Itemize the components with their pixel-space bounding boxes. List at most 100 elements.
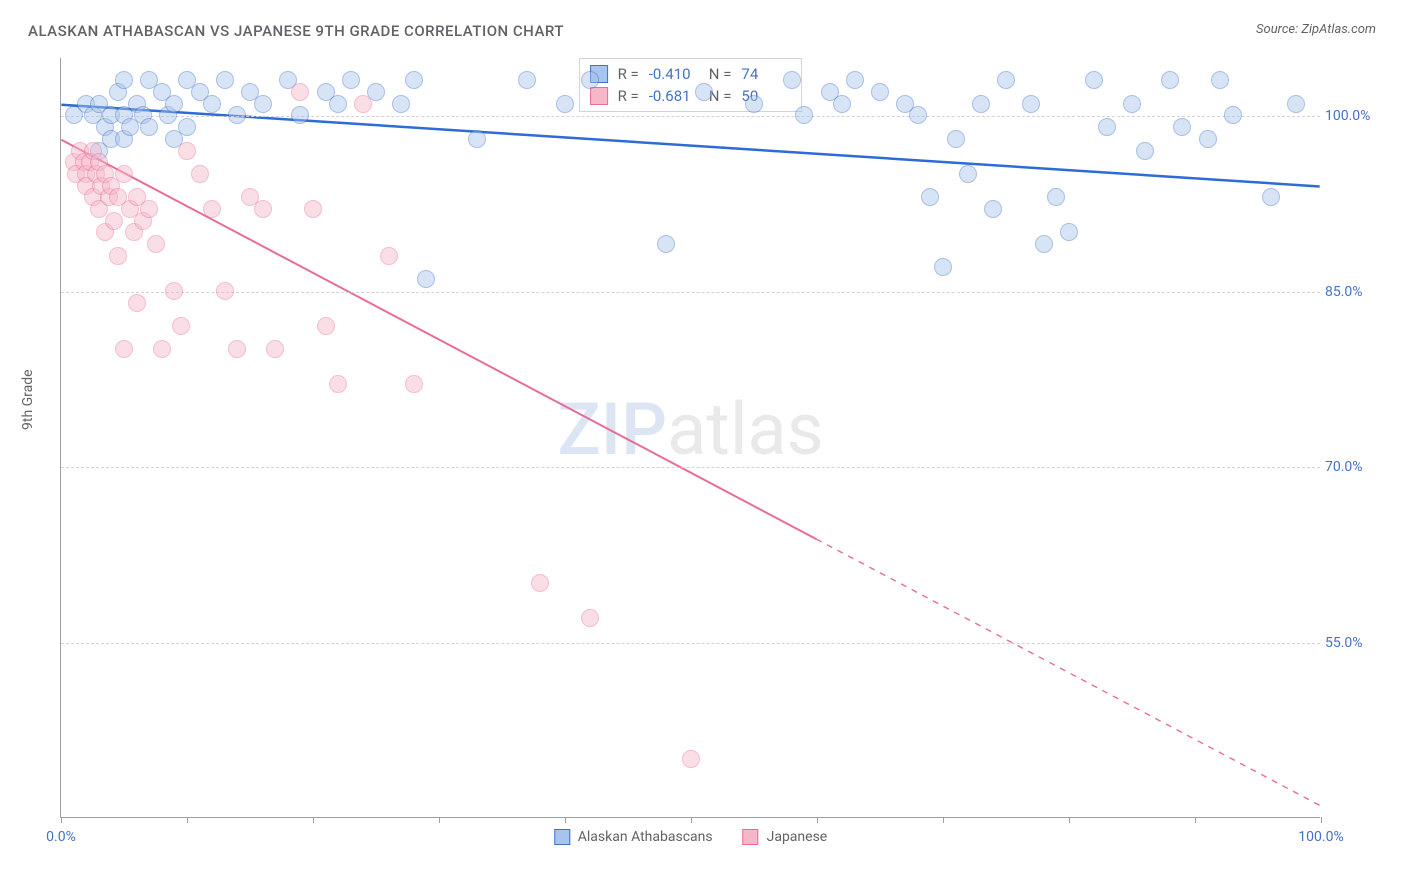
legend-label: Alaskan Athabascans	[578, 829, 713, 845]
x-tick	[1069, 817, 1070, 823]
stat-r-label: R =	[618, 65, 639, 83]
y-tick-label: 100.0%	[1325, 108, 1380, 124]
data-point	[216, 71, 234, 89]
data-point	[380, 247, 398, 265]
data-point	[871, 83, 889, 101]
data-point	[695, 83, 713, 101]
x-tick-label: 0.0%	[46, 829, 76, 845]
data-point	[1123, 95, 1141, 113]
legend-swatch-icon	[743, 829, 759, 845]
legend-item: Japanese	[743, 829, 828, 845]
data-point	[291, 106, 309, 124]
data-point	[846, 71, 864, 89]
gridline	[61, 467, 1320, 468]
data-point	[417, 270, 435, 288]
data-point	[203, 200, 221, 218]
gridline	[61, 292, 1320, 293]
legend: Alaskan Athabascans Japanese	[554, 829, 827, 845]
stat-r-value: -0.681	[649, 87, 699, 105]
data-point	[342, 71, 360, 89]
x-tick	[1195, 817, 1196, 823]
x-tick	[187, 817, 188, 823]
data-point	[178, 118, 196, 136]
data-point	[354, 95, 372, 113]
data-point	[1085, 71, 1103, 89]
trend-line-extrapolated	[816, 539, 1319, 805]
data-point	[266, 340, 284, 358]
data-point	[1161, 71, 1179, 89]
data-point	[1173, 118, 1191, 136]
data-point	[128, 294, 146, 312]
data-point	[1035, 235, 1053, 253]
data-point	[228, 340, 246, 358]
data-point	[959, 165, 977, 183]
data-point	[140, 200, 158, 218]
data-point	[147, 235, 165, 253]
data-point	[203, 95, 221, 113]
data-point	[392, 95, 410, 113]
data-point	[228, 106, 246, 124]
y-tick-label: 85.0%	[1325, 284, 1380, 300]
data-point	[317, 317, 335, 335]
data-point	[531, 574, 549, 592]
data-point	[105, 212, 123, 230]
trend-lines	[61, 58, 1320, 817]
data-point	[518, 71, 536, 89]
gridline	[61, 116, 1320, 117]
data-point	[833, 95, 851, 113]
data-point	[254, 95, 272, 113]
x-tick	[817, 817, 818, 823]
legend-swatch-icon	[554, 829, 570, 845]
plot-area: ZIPatlas R =-0.410N =74R =-0.681N =50 Al…	[60, 58, 1320, 818]
data-point	[1211, 71, 1229, 89]
data-point	[909, 106, 927, 124]
data-point	[556, 95, 574, 113]
x-tick	[565, 817, 566, 823]
data-point	[115, 71, 133, 89]
y-tick-label: 55.0%	[1325, 635, 1380, 651]
data-point	[682, 750, 700, 768]
x-tick	[61, 817, 62, 823]
x-tick	[313, 817, 314, 823]
x-tick	[943, 817, 944, 823]
data-point	[165, 282, 183, 300]
data-point	[1060, 223, 1078, 241]
data-point	[1098, 118, 1116, 136]
stats-row: R =-0.410N =74	[590, 63, 792, 85]
data-point	[254, 200, 272, 218]
data-point	[921, 188, 939, 206]
data-point	[934, 258, 952, 276]
data-point	[405, 71, 423, 89]
legend-label: Japanese	[767, 829, 828, 845]
data-point	[1022, 95, 1040, 113]
data-point	[581, 609, 599, 627]
data-point	[191, 165, 209, 183]
data-point	[795, 106, 813, 124]
stat-n-label: N =	[709, 65, 732, 83]
data-point	[405, 375, 423, 393]
data-point	[329, 375, 347, 393]
x-tick	[439, 817, 440, 823]
source-label: Source: ZipAtlas.com	[1256, 22, 1376, 37]
data-point	[581, 71, 599, 89]
data-point	[947, 130, 965, 148]
data-point	[1287, 95, 1305, 113]
legend-swatch-icon	[590, 87, 608, 105]
data-point	[304, 200, 322, 218]
data-point	[984, 200, 1002, 218]
stat-r-label: R =	[618, 87, 639, 105]
x-tick	[691, 817, 692, 823]
y-axis-label: 9th Grade	[20, 369, 36, 430]
data-point	[1224, 106, 1242, 124]
chart-title: ALASKAN ATHABASCAN VS JAPANESE 9TH GRADE…	[28, 22, 564, 40]
legend-item: Alaskan Athabascans	[554, 829, 713, 845]
data-point	[997, 71, 1015, 89]
data-point	[657, 235, 675, 253]
data-point	[172, 317, 190, 335]
gridline	[61, 643, 1320, 644]
data-point	[783, 71, 801, 89]
data-point	[468, 130, 486, 148]
data-point	[329, 95, 347, 113]
trend-line	[61, 140, 816, 539]
x-tick	[1321, 817, 1322, 823]
